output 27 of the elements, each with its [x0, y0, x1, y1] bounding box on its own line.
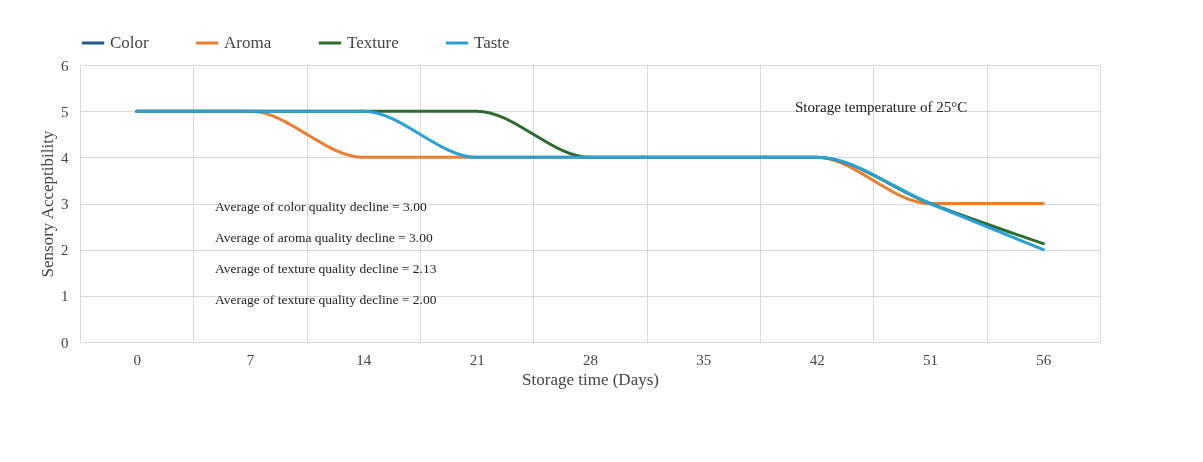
legend-label: Taste [474, 33, 510, 52]
x-axis-title: Storage time (Days) [522, 369, 659, 389]
x-tick-label: 14 [356, 351, 372, 368]
y-axis-title: Sensory Acceptibility [38, 130, 57, 278]
annotation: Storage temperature of 25°C [795, 99, 968, 115]
x-tick-label: 56 [1036, 351, 1052, 368]
x-tick-label: 21 [469, 351, 485, 368]
annotation: Average of texture quality decline = 2.13 [215, 261, 437, 276]
y-tick-label: 5 [61, 103, 69, 120]
y-tick-label: 6 [61, 57, 69, 74]
legend-label: Aroma [224, 33, 272, 52]
x-tick-label: 35 [696, 351, 712, 368]
annotation: Average of aroma quality decline = 3.00 [215, 230, 433, 245]
x-tick-label: 0 [133, 351, 141, 368]
y-tick-label: 0 [61, 334, 69, 351]
legend-label: Texture [347, 33, 399, 52]
annotation: Average of color quality decline = 3.00 [215, 199, 427, 214]
annotation: Average of texture quality decline = 2.00 [215, 292, 437, 307]
x-tick-label: 51 [923, 351, 938, 368]
x-tick-label: 42 [809, 351, 825, 368]
y-tick-label: 2 [61, 242, 69, 259]
x-tick-label: 28 [583, 351, 598, 368]
x-tick-label: 7 [246, 351, 255, 368]
y-tick-label: 3 [61, 196, 69, 212]
legend-label: Color [110, 33, 150, 52]
y-tick-label: 1 [61, 288, 69, 305]
y-tick-label: 4 [61, 149, 69, 166]
